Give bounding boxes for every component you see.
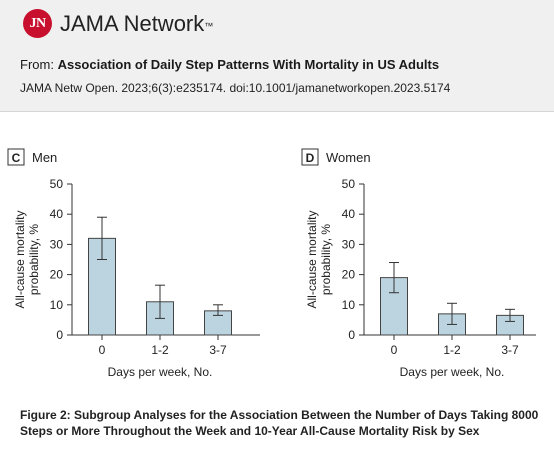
article-title[interactable]: Association of Daily Step Patterns With … (57, 57, 440, 72)
panel-letter: C (12, 151, 21, 165)
y-tick-label: 0 (348, 328, 355, 342)
from-label: From: (20, 57, 54, 72)
y-axis-label: probability, % (27, 224, 41, 295)
trademark-mark: ™ (204, 21, 214, 31)
y-tick-label: 10 (50, 298, 64, 312)
panel-title: Men (32, 150, 57, 165)
y-tick-label: 50 (50, 177, 64, 191)
y-axis-label: All-cause mortality (305, 210, 319, 308)
x-tick-label: 3-7 (501, 343, 519, 357)
panel-men: C Men 0 10 20 30 40 50 All-cause mortality probab… (7, 148, 260, 379)
y-tick-label: 40 (50, 207, 64, 221)
y-tick-label: 40 (342, 207, 356, 221)
jama-network-logo[interactable]: JN (23, 9, 52, 38)
x-axis-label: Days per week, No. (400, 365, 505, 379)
brand-text: JAMA Network (60, 11, 205, 36)
article-header: JN JAMA Network™ From: Association of Da… (0, 0, 554, 112)
citation: JAMA Netw Open. 2023;6(3):e235174. doi:1… (20, 81, 451, 95)
brand-name: JAMA Network™ (60, 10, 213, 38)
panel-women: D Women 0 10 20 30 40 50 All-cause mortality prob… (301, 148, 536, 379)
x-tick-label: 3-7 (209, 343, 227, 357)
figure-caption: Figure 2: Subgroup Analyses for the Asso… (20, 408, 539, 438)
x-tick-label: 0 (99, 343, 106, 357)
y-tick-label: 0 (56, 328, 63, 342)
x-axis-label: Days per week, No. (108, 365, 213, 379)
panel-letter: D (306, 151, 315, 165)
y-tick-label: 20 (342, 268, 356, 282)
panel-letter-box (7, 148, 25, 166)
logo-text: JN (29, 15, 46, 31)
y-tick-label: 20 (50, 268, 64, 282)
y-tick-label: 30 (50, 237, 64, 251)
y-tick-label: 50 (342, 177, 356, 191)
panel-title: Women (326, 150, 371, 165)
source-line: From: Association of Daily Step Patterns… (20, 57, 439, 72)
x-tick-label: 1-2 (443, 343, 461, 357)
y-tick-label: 30 (342, 237, 356, 251)
x-tick-label: 1-2 (151, 343, 169, 357)
y-tick-label: 10 (342, 298, 356, 312)
y-axis-label: probability, % (319, 224, 333, 295)
y-axis-label: All-cause mortality (13, 210, 27, 308)
x-tick-label: 0 (391, 343, 398, 357)
panel-letter-box (301, 148, 319, 166)
